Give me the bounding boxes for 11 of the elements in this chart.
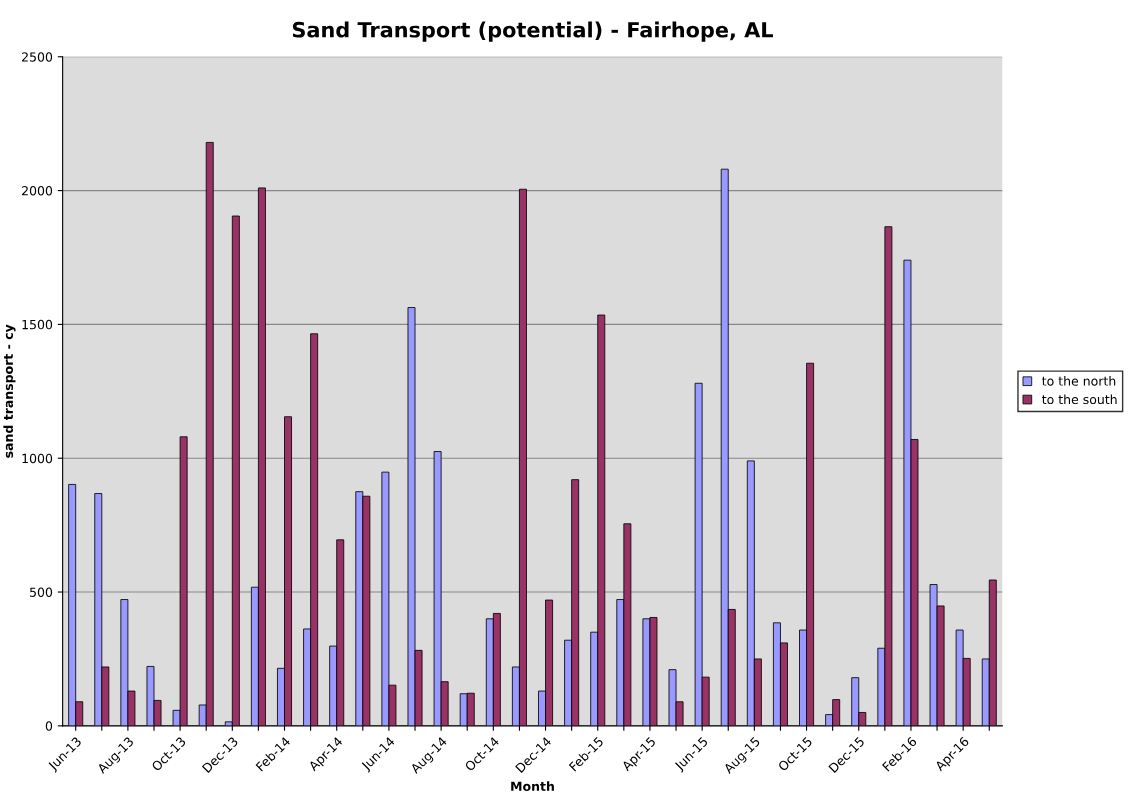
y-tick-label: 500 <box>30 587 53 597</box>
legend-label: to the north <box>1042 376 1116 386</box>
y-tick-label: 1000 <box>22 453 53 464</box>
y-axis-title: sand transport - cy <box>3 324 16 458</box>
chart-title: Sand Transport (potential) - Fairhope, AL <box>292 21 773 42</box>
legend-label: to the south <box>1042 394 1117 405</box>
y-tick-label: 0 <box>45 721 53 731</box>
y-tick-label: 2500 <box>22 52 53 62</box>
y-tick-label: 2000 <box>22 186 53 196</box>
x-axis-title: Month <box>511 781 554 792</box>
y-tick-label: 1500 <box>22 319 53 330</box>
